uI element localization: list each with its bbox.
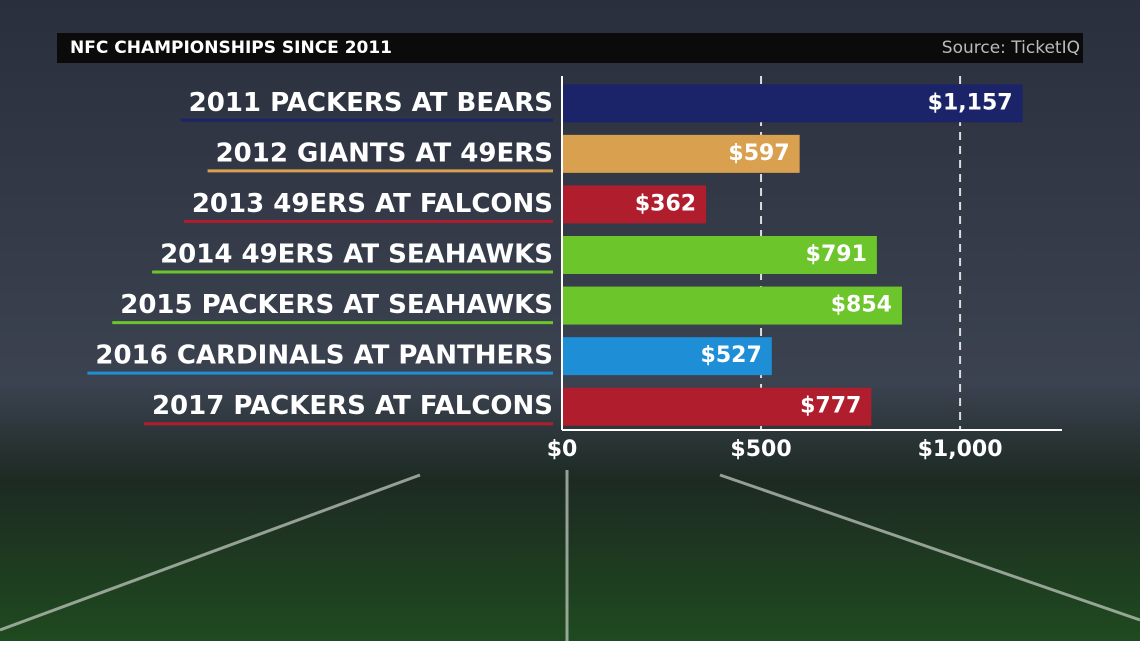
y-tick-label: 2017 PACKERS AT FALCONS <box>152 391 553 421</box>
title-bar <box>57 33 1083 63</box>
value-label: $791 <box>806 242 867 267</box>
chart-title: NFC CHAMPIONSHIPS SINCE 2011 <box>70 38 392 58</box>
bar <box>562 337 772 376</box>
y-tick-label: 2015 PACKERS AT SEAHAWKS <box>120 290 553 320</box>
x-tick-label: $1,000 <box>918 437 1003 462</box>
value-label: $527 <box>701 343 762 368</box>
bar <box>562 236 877 274</box>
value-label: $362 <box>635 191 696 216</box>
field-lines <box>0 470 1140 641</box>
x-tick-label: $0 <box>547 437 578 462</box>
bar <box>562 134 800 173</box>
value-label: $777 <box>800 394 861 419</box>
value-label: $854 <box>831 293 892 318</box>
bar <box>562 185 707 224</box>
y-tick-label: 2014 49ERS AT SEAHAWKS <box>160 240 553 270</box>
y-tick-label: 2013 49ERS AT FALCONS <box>192 189 553 219</box>
x-tick-label: $500 <box>730 437 791 462</box>
y-tick-label: 2011 PACKERS AT BEARS <box>189 88 553 118</box>
bar <box>562 387 872 426</box>
value-label: $1,157 <box>928 90 1013 115</box>
y-tick-label: 2016 CARDINALS AT PANTHERS <box>95 341 553 371</box>
bar <box>562 84 1023 123</box>
y-tick-label: 2012 GIANTS AT 49ERS <box>216 138 553 168</box>
bar <box>562 286 902 325</box>
source: Source: TicketIQ <box>942 38 1080 58</box>
value-label: $597 <box>728 141 789 166</box>
